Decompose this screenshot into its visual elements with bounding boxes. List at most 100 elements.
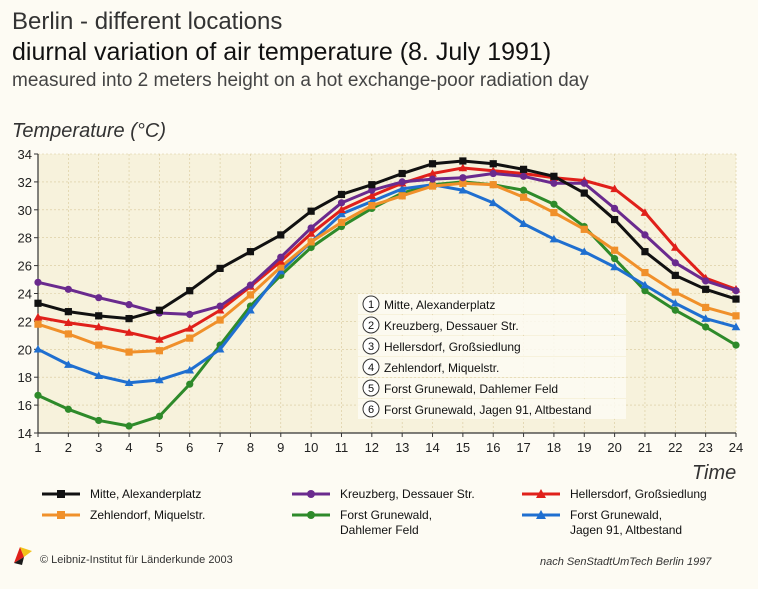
data-point — [702, 303, 710, 312]
inset-legend-marker — [362, 379, 380, 397]
data-point — [125, 315, 133, 323]
data-point — [732, 295, 740, 303]
data-point — [398, 178, 406, 186]
data-point — [671, 288, 679, 296]
data-point — [640, 280, 650, 289]
y-tick-label: 34 — [18, 147, 32, 162]
data-point — [185, 365, 195, 374]
data-point — [307, 224, 315, 232]
x-tick-label: 1 — [34, 440, 41, 455]
data-point — [34, 320, 42, 328]
x-tick-label: 13 — [395, 440, 409, 455]
data-point — [33, 344, 43, 353]
y-tick-label: 26 — [18, 259, 32, 274]
legend-label: Forst Grunewald, Dahlemer Feld — [340, 508, 433, 537]
legend-swatch — [42, 511, 80, 519]
x-tick-label: 12 — [365, 440, 379, 455]
inset-legend-label: Mitte, Alexanderplatz — [384, 298, 495, 312]
inset-legend-label: Zehlendorf, Miquelstr. — [384, 361, 499, 375]
legend-item: Forst Grunewald, Jagen 91, Altbestand — [520, 508, 682, 538]
legend-swatch — [522, 489, 560, 498]
y-tick-label: 32 — [18, 175, 32, 190]
data-point — [550, 179, 558, 187]
data-point — [428, 169, 437, 177]
data-point — [550, 200, 558, 208]
data-point — [489, 160, 497, 168]
data-point — [701, 314, 710, 322]
data-point — [519, 165, 528, 173]
data-point — [246, 248, 255, 256]
data-point — [580, 225, 588, 233]
inset-legend-marker — [362, 316, 380, 334]
x-tick-label: 3 — [95, 440, 102, 455]
title-line-2: diurnal variation of air temperature (8.… — [12, 38, 552, 66]
legend-item: Hellersdorf, Großsiedlung — [520, 487, 707, 502]
data-point — [337, 190, 346, 199]
data-point — [640, 208, 650, 216]
data-point — [246, 281, 255, 289]
data-point — [155, 375, 164, 384]
data-point — [398, 192, 406, 200]
inset-legend-marker — [362, 358, 380, 376]
data-point — [215, 305, 225, 314]
data-point — [337, 209, 346, 218]
inset-legend-bg — [358, 378, 626, 398]
data-point — [155, 335, 164, 343]
series-line — [37, 166, 737, 342]
inset-legend-bg — [358, 399, 626, 419]
legend-item: Kreuzberg, Dessauer Str. — [290, 487, 475, 502]
y-tick-label: 14 — [18, 426, 32, 441]
x-tick-label: 16 — [486, 440, 500, 455]
data-point — [277, 253, 285, 261]
data-point — [579, 247, 589, 255]
data-point — [185, 324, 195, 332]
inset-legend-label: Forst Grunewald, Jagen 91, Altbestand — [384, 403, 591, 417]
data-point — [277, 263, 285, 271]
x-tick-label: 9 — [277, 440, 284, 455]
data-point — [702, 323, 710, 331]
data-point — [64, 318, 73, 327]
data-point — [671, 271, 679, 279]
data-point — [125, 422, 133, 430]
legend-label: Forst Grunewald, Jagen 91, Altbestand — [570, 508, 683, 537]
x-tick-label: 7 — [216, 440, 223, 455]
data-point — [95, 416, 103, 425]
legend-item: Forst Grunewald, Dahlemer Feld — [290, 508, 432, 538]
data-point — [610, 262, 619, 271]
data-point — [276, 257, 286, 265]
legend-item: Mitte, Alexanderplatz — [40, 487, 201, 502]
data-point — [216, 264, 224, 272]
inset-legend-marker — [362, 337, 380, 355]
x-tick-label: 14 — [425, 440, 439, 455]
data-point — [64, 308, 72, 316]
legend-label: Hellersdorf, Großsiedlung — [570, 487, 707, 501]
copyright-text: © Leibniz-Institut für Länderkunde 2003 — [40, 554, 233, 566]
data-point — [731, 322, 741, 331]
data-point — [488, 198, 498, 207]
data-point — [732, 287, 740, 295]
data-point — [306, 229, 316, 237]
data-point — [94, 322, 104, 331]
inset-legend: 1 Mitte, Alexanderplatz 2 Kreuzberg, Dessau… — [358, 294, 626, 419]
data-point — [671, 259, 679, 267]
data-point — [277, 231, 285, 239]
legend-label: Zehlendorf, Miquelstr. — [90, 508, 206, 522]
x-tick-label: 19 — [577, 440, 591, 455]
x-tick-label: 15 — [456, 440, 470, 455]
inset-legend-bg — [358, 294, 626, 314]
x-tick-label: 17 — [516, 440, 530, 455]
data-point — [368, 181, 376, 189]
x-tick-label: 18 — [547, 440, 561, 455]
x-tick-label: 11 — [335, 440, 349, 455]
data-point — [489, 181, 497, 189]
inset-legend-bg — [358, 315, 626, 335]
y-tick-label: 22 — [18, 314, 32, 329]
subtitle: measured into 2 meters height on a hot e… — [12, 70, 589, 91]
x-tick-label: 21 — [638, 440, 652, 455]
inset-legend-number: 4 — [368, 362, 374, 374]
series-4 — [34, 179, 740, 356]
data-point — [671, 306, 679, 314]
data-point — [459, 179, 467, 187]
inset-legend-number: 5 — [368, 383, 374, 395]
data-point — [670, 298, 680, 307]
